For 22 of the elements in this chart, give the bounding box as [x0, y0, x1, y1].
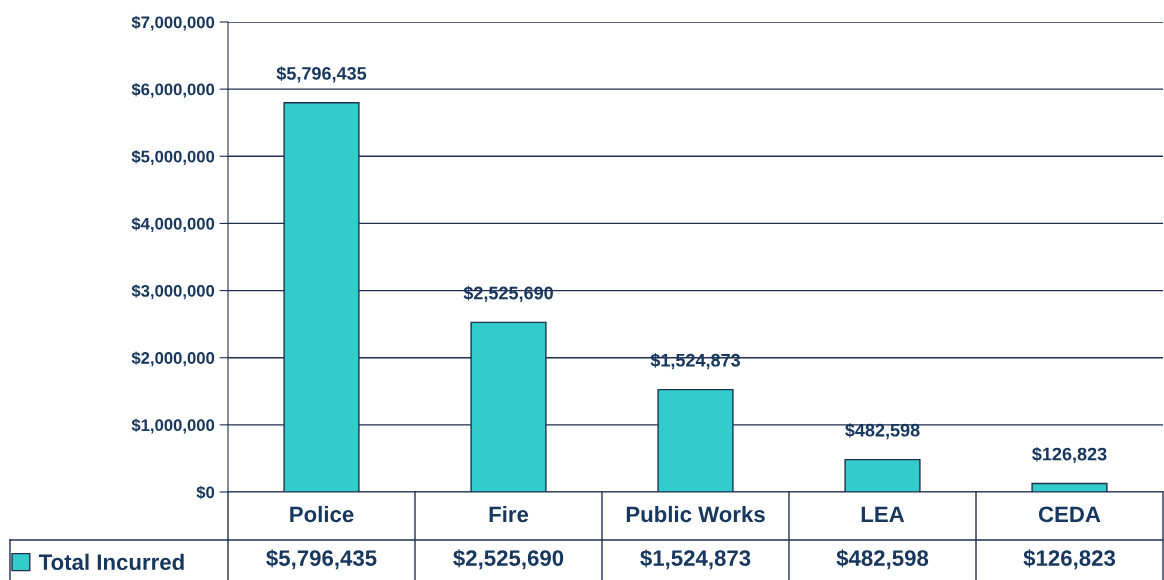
text: $5,796,435 [266, 549, 377, 570]
text: $126,823 [1032, 446, 1107, 464]
text: $482,598 [836, 549, 929, 570]
y-tick-label: $6,000,000 [131, 82, 215, 98]
text: $5,796,435 [276, 66, 367, 83]
text: $2,525,690 [453, 549, 564, 570]
y-tick-label: $1,000,000 [131, 418, 215, 434]
y-tick-label: $0 [196, 485, 215, 500]
y-tick-label: $7,000,000 [131, 15, 215, 31]
text: $1,524,873 [640, 549, 751, 570]
x-tick-label: LEA [861, 506, 905, 522]
y-tick-label: $4,000,000 [131, 217, 215, 233]
y-tick-label: $5,000,000 [131, 149, 215, 165]
text: $126,823 [1023, 549, 1116, 570]
x-tick-label: Fire [489, 505, 529, 523]
legend-label: Total Incurred [38, 553, 184, 571]
y-tick-label: $3,000,000 [131, 284, 215, 300]
x-tick-label: Police [290, 505, 354, 523]
x-tick-label: Public Works [626, 505, 765, 523]
x-tick-label: CEDA [1038, 506, 1101, 523]
y-tick-label: $2,000,000 [131, 351, 215, 367]
text: $482,598 [845, 423, 920, 440]
